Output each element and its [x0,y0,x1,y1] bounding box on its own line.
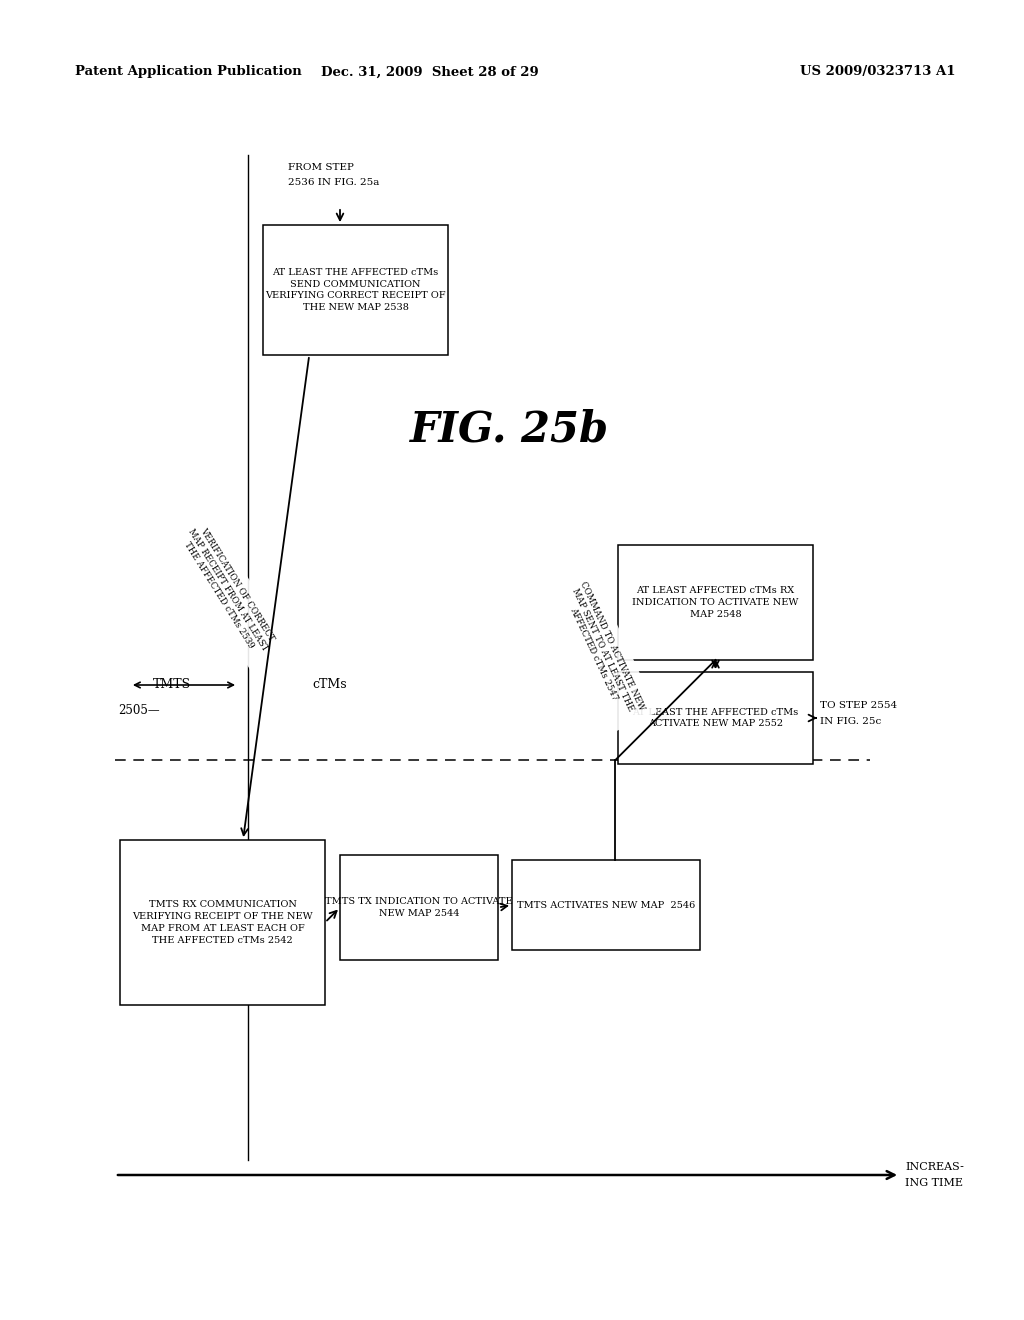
Text: VERIFICATION OF CORRECT
MAP RECEIPT FROM AT LEAST
THE AFFECTED cTMs 2539: VERIFICATION OF CORRECT MAP RECEIPT FROM… [177,521,279,659]
Text: Patent Application Publication: Patent Application Publication [75,66,302,78]
Text: TMTS RX COMMUNICATION
VERIFYING RECEIPT OF THE NEW
MAP FROM AT LEAST EACH OF
THE: TMTS RX COMMUNICATION VERIFYING RECEIPT … [132,900,312,945]
Text: Dec. 31, 2009  Sheet 28 of 29: Dec. 31, 2009 Sheet 28 of 29 [322,66,539,78]
Text: COMMAND TO ACTIVATE NEW
MAP SENT TO AT LEAST THE
AFFECTED cTMs 2547: COMMAND TO ACTIVATE NEW MAP SENT TO AT L… [560,579,646,721]
Bar [340,855,498,960]
Text: AT LEAST THE AFFECTED cTMs
SEND COMMUNICATION
VERIFYING CORRECT RECEIPT OF
THE N: AT LEAST THE AFFECTED cTMs SEND COMMUNIC… [265,268,445,313]
Bar [263,224,449,355]
Bar [618,672,813,764]
Text: TMTS ACTIVATES NEW MAP  2546: TMTS ACTIVATES NEW MAP 2546 [517,900,695,909]
Text: cTMs: cTMs [312,678,347,692]
Text: ING TIME: ING TIME [905,1177,963,1188]
Text: US 2009/0323713 A1: US 2009/0323713 A1 [800,66,955,78]
Bar [120,840,325,1005]
Text: TMTS: TMTS [153,678,191,692]
Text: FIG. 25b: FIG. 25b [411,409,609,451]
Bar [618,545,813,660]
Text: TMTS TX INDICATION TO ACTIVATE
NEW MAP 2544: TMTS TX INDICATION TO ACTIVATE NEW MAP 2… [326,898,513,917]
Text: AT LEAST THE AFFECTED cTMs
ACTIVATE NEW MAP 2552: AT LEAST THE AFFECTED cTMs ACTIVATE NEW … [633,708,799,729]
Text: INCREAS-: INCREAS- [905,1162,964,1172]
Text: 2536 IN FIG. 25a: 2536 IN FIG. 25a [288,178,379,187]
Text: FROM STEP: FROM STEP [288,162,354,172]
Text: IN FIG. 25c: IN FIG. 25c [820,718,882,726]
Text: 2505—: 2505— [118,704,160,717]
Text: AT LEAST AFFECTED cTMs RX
INDICATION TO ACTIVATE NEW
MAP 2548: AT LEAST AFFECTED cTMs RX INDICATION TO … [632,586,799,619]
Bar [512,861,700,950]
Text: TO STEP 2554: TO STEP 2554 [820,701,897,710]
